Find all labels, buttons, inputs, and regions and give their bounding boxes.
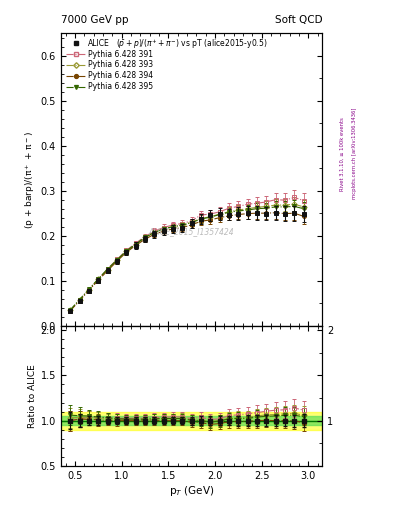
Y-axis label: (p + barp)/(π$^+$ + π$^-$): (p + barp)/(π$^+$ + π$^-$) [23, 131, 37, 228]
Bar [61, 412, 322, 430]
Text: Rivet 3.1.10, ≥ 100k events: Rivet 3.1.10, ≥ 100k events [340, 117, 345, 190]
Text: 7000 GeV pp: 7000 GeV pp [61, 14, 129, 25]
Text: Soft QCD: Soft QCD [275, 14, 322, 25]
Text: $(\bar{p}+p)/(\pi^{+}+\pi^{-})$ vs pT (alice2015-y0.5): $(\bar{p}+p)/(\pi^{+}+\pi^{-})$ vs pT (a… [116, 38, 267, 51]
Y-axis label: Ratio to ALICE: Ratio to ALICE [28, 364, 37, 428]
Text: ALICE_2015_I1357424: ALICE_2015_I1357424 [149, 227, 234, 237]
Text: mcplots.cern.ch [arXiv:1306.3436]: mcplots.cern.ch [arXiv:1306.3436] [352, 108, 357, 199]
X-axis label: p$_T$ (GeV): p$_T$ (GeV) [169, 483, 214, 498]
Bar [61, 416, 322, 425]
Legend: ALICE, Pythia 6.428 391, Pythia 6.428 393, Pythia 6.428 394, Pythia 6.428 395: ALICE, Pythia 6.428 391, Pythia 6.428 39… [65, 37, 155, 93]
